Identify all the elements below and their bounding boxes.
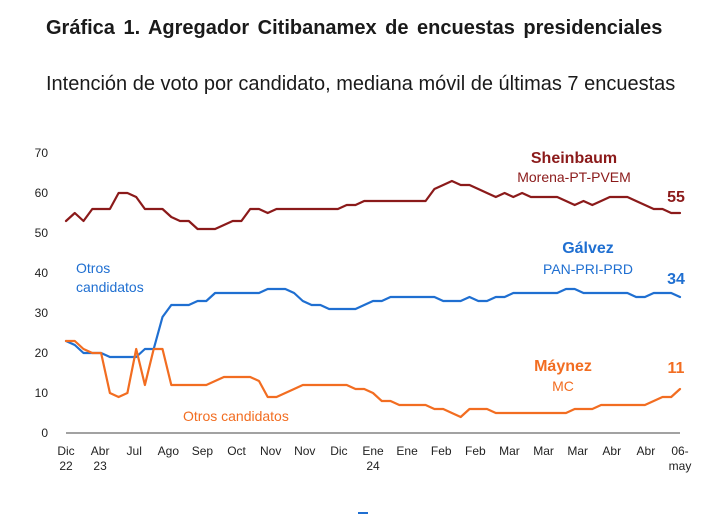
series-line-glvez: [64, 287, 682, 359]
x-tick-label: Feb: [431, 444, 452, 458]
x-tick-label: Abr: [637, 444, 656, 458]
x-tick-label: Ago: [158, 444, 180, 458]
y-tick-label: 20: [35, 346, 49, 360]
series-party-label: Morena-PT-PVEM: [517, 169, 631, 185]
x-tick-label: Mar: [533, 444, 554, 458]
x-tick-label: Nov: [260, 444, 281, 458]
series-end-value: 55: [667, 189, 685, 206]
x-tick-label: Sep: [192, 444, 214, 458]
y-tick-label: 70: [35, 146, 49, 160]
x-tick-label: Feb: [465, 444, 486, 458]
y-axis: 70 60 50 40 30 20 10 0: [35, 146, 49, 440]
x-tick-label: Dic: [57, 444, 74, 458]
y-tick-label: 50: [35, 226, 49, 240]
x-tick-label: Mar: [567, 444, 588, 458]
decorative-dash: [358, 512, 368, 514]
y-tick-label: 10: [35, 386, 49, 400]
series-line-sheinbaum: [64, 179, 682, 231]
x-tick-label: Ene: [396, 444, 418, 458]
chart-subtitle: Intención de voto por candidato, mediana…: [46, 73, 676, 95]
series-name-label: Gálvez: [562, 240, 614, 257]
x-tick-label: Mar: [499, 444, 520, 458]
y-tick-label: 60: [35, 186, 49, 200]
x-tick-label: 22: [59, 459, 73, 473]
series-line-mynez: [64, 339, 682, 419]
x-tick-label: Dic: [330, 444, 347, 458]
x-tick-label: Nov: [294, 444, 315, 458]
annotation-otros-candidatos-blue: candidatos: [76, 279, 144, 295]
x-tick-label: Oct: [227, 444, 246, 458]
series-party-label: PAN-PRI-PRD: [543, 261, 633, 277]
x-tick-label: 24: [366, 459, 380, 473]
annotation-otros-candidatos-orange: Otros candidatos: [183, 408, 289, 424]
x-tick-label: Jul: [127, 444, 142, 458]
x-tick-label: 23: [93, 459, 107, 473]
series-name-label: Sheinbaum: [531, 150, 617, 167]
y-tick-label: 40: [35, 266, 49, 280]
y-tick-label: 30: [35, 306, 49, 320]
annotation-otros-candidatos-blue: Otros: [76, 260, 110, 276]
series-end-value: 11: [668, 360, 685, 377]
x-tick-label: Abr: [91, 444, 110, 458]
chart-lines: [64, 179, 682, 419]
chart-title: Gráfica 1. Agregador Citibanamex de encu…: [46, 17, 663, 39]
x-tick-label: Ene: [362, 444, 384, 458]
series-end-value: 34: [667, 271, 685, 288]
series-party-label: MC: [552, 378, 574, 394]
y-tick-label: 0: [41, 426, 48, 440]
series-name-label: Máynez: [534, 358, 592, 375]
x-tick-label: may: [669, 459, 692, 473]
x-tick-label: 06-: [671, 444, 688, 458]
series-labels: Sheinbaum Morena-PT-PVEM 55 Gálvez PAN-PRI-P…: [76, 150, 685, 424]
x-tick-label: Abr: [602, 444, 621, 458]
